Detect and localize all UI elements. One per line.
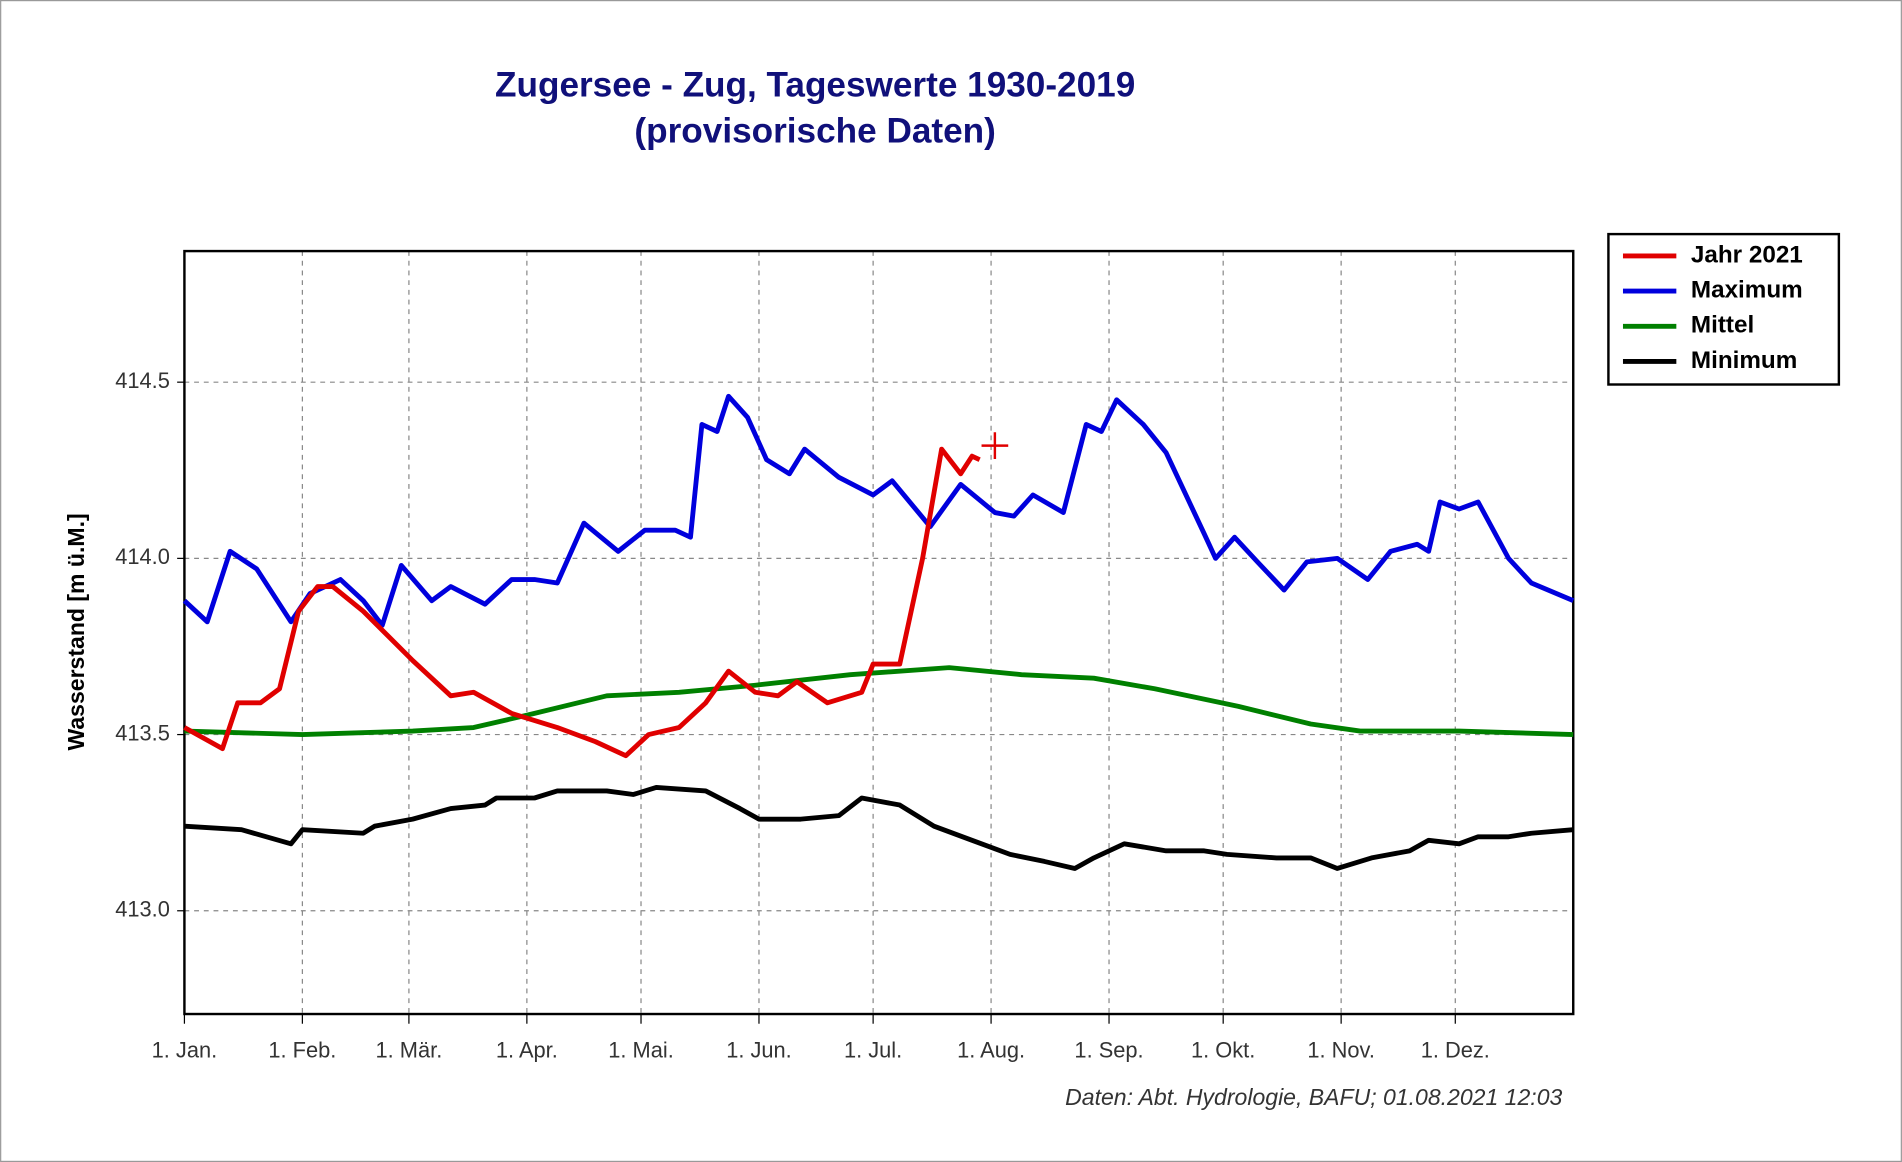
series-line bbox=[182, 393, 1575, 628]
source-note: Daten: Abt. Hydrologie, BAFU; 01.08.2021… bbox=[1065, 1084, 1562, 1110]
x-tick-label: 1. Aug. bbox=[957, 1037, 1025, 1062]
legend-label: Maximum bbox=[1691, 277, 1803, 304]
y-tick-label: 414.0 bbox=[115, 544, 170, 569]
y-tick-label: 413.0 bbox=[115, 897, 170, 922]
series-line bbox=[184, 785, 1574, 871]
x-tick-label: 1. Sep. bbox=[1074, 1037, 1143, 1062]
legend-label: Jahr 2021 bbox=[1691, 241, 1803, 268]
y-tick-label: 414.5 bbox=[115, 368, 170, 393]
x-tick-label: 1. Jul. bbox=[844, 1037, 902, 1062]
series-line bbox=[184, 665, 1574, 737]
x-tick-label: 1. Jun. bbox=[726, 1037, 792, 1062]
x-tick-label: 1. Dez. bbox=[1421, 1037, 1490, 1062]
x-tick-label: 1. Nov. bbox=[1307, 1037, 1375, 1062]
series-line bbox=[183, 446, 981, 759]
chart-title: Zugersee - Zug, Tageswerte 1930-2019 bbox=[495, 66, 1135, 105]
legend-label: Mittel bbox=[1691, 312, 1754, 339]
chart-subtitle: (provisorische Daten) bbox=[634, 112, 995, 151]
x-tick-label: 1. Jan. bbox=[152, 1037, 218, 1062]
x-tick-label: 1. Mai. bbox=[608, 1037, 674, 1062]
x-tick-label: 1. Feb. bbox=[268, 1037, 336, 1062]
legend-label: Minimum bbox=[1691, 347, 1797, 374]
current-marker bbox=[981, 432, 1009, 459]
x-tick-label: 1. Mär. bbox=[376, 1037, 443, 1062]
x-tick-label: 1. Apr. bbox=[496, 1037, 558, 1062]
y-axis-label: Wasserstand [m ü.M.] bbox=[63, 513, 89, 750]
y-tick-label: 413.5 bbox=[115, 720, 170, 745]
plot-frame bbox=[183, 249, 1575, 1016]
x-tick-label: 1. Okt. bbox=[1191, 1037, 1255, 1062]
